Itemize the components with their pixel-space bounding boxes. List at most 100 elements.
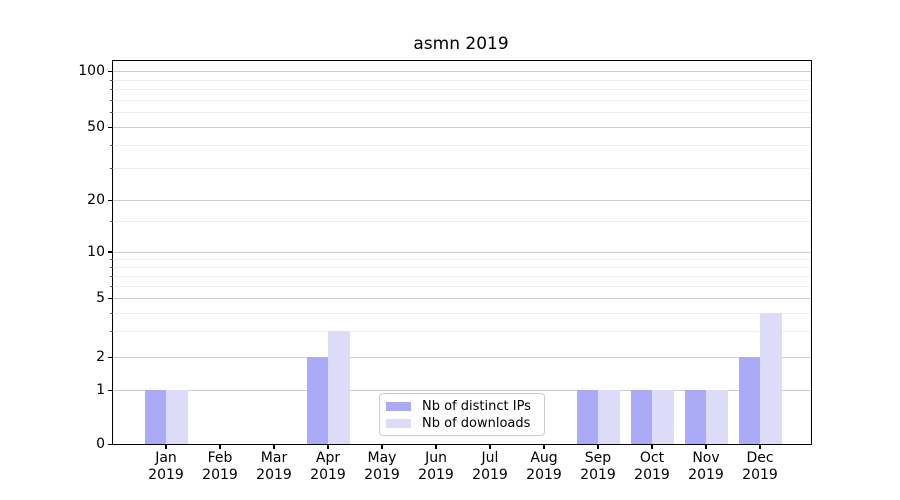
- legend-label-distinct-ips: Nb of distinct IPs: [422, 399, 531, 414]
- y-minor-tick: [110, 144, 113, 146]
- legend: Nb of distinct IPs Nb of downloads: [379, 393, 545, 436]
- x-tick-label: Jul 2019: [463, 450, 517, 484]
- bar-sep-distinct-ips: [576, 390, 598, 444]
- x-tick-month: Oct: [639, 450, 665, 466]
- y-minor-tick: [110, 79, 113, 81]
- legend-swatch-distinct-ips: [386, 402, 411, 411]
- y-tick: [108, 251, 113, 253]
- x-tick: [273, 444, 275, 449]
- x-tick: [597, 444, 599, 449]
- y-tick-label: 50: [87, 119, 105, 135]
- x-tick-year: 2019: [580, 467, 616, 483]
- gridline-minor: [113, 275, 811, 277]
- gridline-major: [113, 251, 811, 253]
- gridline-major: [113, 71, 811, 72]
- gridline-minor: [113, 89, 811, 91]
- bar-oct-downloads: [652, 390, 674, 444]
- x-tick-label: Mar 2019: [247, 450, 301, 484]
- x-tick-month: Dec: [746, 450, 774, 466]
- x-tick-label: Dec 2019: [733, 450, 787, 484]
- x-tick-label: Sep 2019: [571, 450, 625, 484]
- y-tick: [108, 356, 113, 358]
- y-tick-label: 10: [87, 243, 105, 260]
- y-minor-tick: [110, 266, 113, 268]
- x-tick-year: 2019: [310, 467, 346, 483]
- y-minor-tick: [110, 167, 113, 169]
- x-tick-year: 2019: [526, 467, 562, 483]
- gridline-minor: [113, 312, 811, 314]
- x-tick-label: Jan 2019: [139, 450, 193, 484]
- x-tick-label: Feb 2019: [193, 450, 247, 484]
- x-tick-month: Apr: [315, 450, 341, 466]
- x-tick-month: May: [367, 450, 397, 466]
- plot-area: 0 1 2 5 10 20 50 100 Jan 2019 Feb 2019 Mar 2019 Apr 201…: [78, 60, 812, 483]
- bar-jan-downloads: [166, 390, 188, 444]
- gridline-minor: [113, 266, 811, 268]
- x-tick-year: 2019: [202, 467, 238, 483]
- gridline-minor: [113, 79, 811, 81]
- bar-dec-downloads: [760, 312, 782, 444]
- x-tick-year: 2019: [418, 467, 454, 483]
- gridline-major: [113, 298, 811, 300]
- y-minor-tick: [110, 275, 113, 277]
- y-minor-tick: [110, 331, 113, 333]
- legend-item-downloads: Nb of downloads: [386, 415, 538, 432]
- x-tick: [165, 444, 167, 449]
- gridline-minor: [113, 221, 811, 223]
- x-tick: [381, 444, 383, 449]
- y-tick: [108, 297, 113, 300]
- gridline-major: [113, 390, 811, 392]
- bar-nov-distinct-ips: [684, 390, 706, 444]
- legend-label-downloads: Nb of downloads: [422, 416, 531, 431]
- x-tick-label: Apr 2019: [301, 450, 355, 484]
- bar-apr-distinct-ips: [306, 357, 328, 444]
- y-minor-tick: [110, 112, 113, 114]
- y-tick: [108, 199, 113, 201]
- y-tick: [108, 70, 113, 72]
- y-minor-tick: [110, 221, 113, 223]
- y-tick: [108, 443, 113, 445]
- x-tick-month: Aug: [530, 450, 558, 466]
- x-tick-month: Sep: [584, 450, 612, 466]
- x-tick-year: 2019: [472, 467, 508, 483]
- x-tick-month: Jan: [155, 450, 177, 466]
- bar-oct-distinct-ips: [630, 390, 652, 444]
- y-minor-tick: [110, 312, 113, 314]
- x-tick-month: Mar: [260, 450, 288, 466]
- bar-dec-distinct-ips: [738, 357, 760, 444]
- x-tick-year: 2019: [634, 467, 670, 483]
- gridline-major: [113, 200, 811, 201]
- x-tick-month: Feb: [207, 450, 233, 466]
- x-tick: [651, 444, 653, 449]
- x-tick: [219, 444, 221, 449]
- y-minor-tick: [110, 89, 113, 91]
- x-tick: [489, 444, 491, 449]
- y-minor-tick: [110, 99, 113, 101]
- y-tick: [108, 389, 113, 392]
- gridline-minor: [113, 258, 811, 260]
- chart-title: asmn 2019: [413, 34, 509, 54]
- x-tick-label: Nov 2019: [679, 450, 733, 484]
- x-tick-month: Nov: [692, 450, 720, 466]
- bar-apr-downloads: [328, 331, 350, 444]
- bar-sep-downloads: [598, 390, 620, 444]
- y-tick-label: 2: [96, 349, 105, 365]
- bar-nov-downloads: [706, 390, 728, 444]
- x-tick: [705, 444, 707, 449]
- x-tick-year: 2019: [742, 467, 778, 483]
- x-tick-month: Jul: [481, 450, 499, 466]
- y-minor-tick: [110, 258, 113, 260]
- legend-item-distinct-ips: Nb of distinct IPs: [386, 398, 538, 415]
- x-tick-label: Jun 2019: [409, 450, 463, 484]
- gridline-minor: [113, 286, 811, 288]
- y-tick-label: 5: [96, 290, 105, 307]
- x-tick: [435, 444, 437, 449]
- x-tick-year: 2019: [364, 467, 400, 483]
- y-tick-label: 0: [96, 436, 105, 452]
- legend-swatch-downloads: [386, 419, 411, 428]
- gridline-minor: [113, 331, 811, 333]
- gridline-minor: [113, 99, 811, 101]
- x-tick-label: Aug 2019: [517, 450, 571, 484]
- x-tick-year: 2019: [688, 467, 724, 483]
- y-minor-tick: [110, 286, 113, 288]
